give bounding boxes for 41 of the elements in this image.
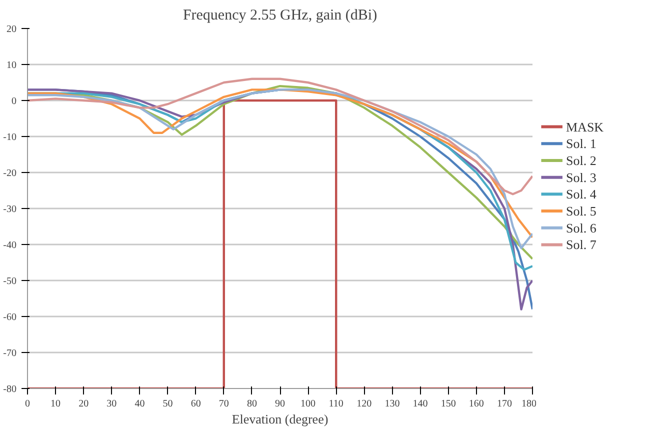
legend-label: Sol. 3 [566, 170, 596, 185]
y-tick-label: 10 [6, 60, 16, 71]
y-tick-label: -30 [3, 204, 17, 215]
y-tick-label: -40 [3, 240, 17, 251]
x-tick-label: 20 [78, 398, 89, 410]
y-tick-label: -70 [3, 348, 17, 359]
legend-label: Sol. 6 [566, 220, 597, 236]
x-axis-title: Elevation (degree) [232, 412, 328, 426]
x-tick-label: 110 [328, 398, 344, 410]
x-tick-label: 180 [522, 398, 536, 410]
x-tick-label: 80 [246, 398, 257, 410]
y-tick-label: 20 [6, 24, 16, 35]
y-tick-label: -80 [3, 384, 17, 395]
x-tick-label: 150 [440, 398, 456, 410]
x-tick-label: 0 [25, 398, 30, 410]
line-series [28, 78, 532, 196]
y-tick-label: -20 [3, 168, 17, 179]
x-tick-label: 120 [356, 398, 372, 410]
legend-label: Sol. 1 [566, 136, 596, 152]
x-tick-label: 100 [300, 398, 316, 410]
legend-label: Sol. 5 [566, 204, 596, 219]
x-tick-label: 170 [496, 398, 512, 410]
chart-title: Frequency 2.55 GHz, gain (dBi) [182, 8, 378, 24]
legend-label: MASK [566, 119, 604, 134]
y-tick-label: -60 [3, 312, 17, 323]
x-tick-label: 130 [384, 398, 400, 410]
x-tick-label: 50 [162, 398, 173, 410]
legend-label: Sol. 4 [566, 186, 597, 202]
x-tick-label: 140 [412, 398, 428, 410]
legend-label: Sol. 2 [566, 152, 596, 168]
x-tick-label: 90 [275, 398, 285, 410]
x-tick-label: 70 [218, 398, 229, 410]
x-tick-label: 60 [190, 398, 201, 410]
y-tick-label: -50 [3, 276, 17, 287]
x-tick-label: 40 [134, 398, 145, 410]
legend-label: Sol. 7 [566, 237, 597, 252]
x-tick-label: 10 [50, 398, 61, 410]
x-tick-label: 30 [106, 398, 117, 410]
y-tick-label: 0 [12, 96, 16, 107]
x-tick-label: 160 [468, 398, 484, 410]
y-tick-label: -10 [3, 132, 17, 143]
